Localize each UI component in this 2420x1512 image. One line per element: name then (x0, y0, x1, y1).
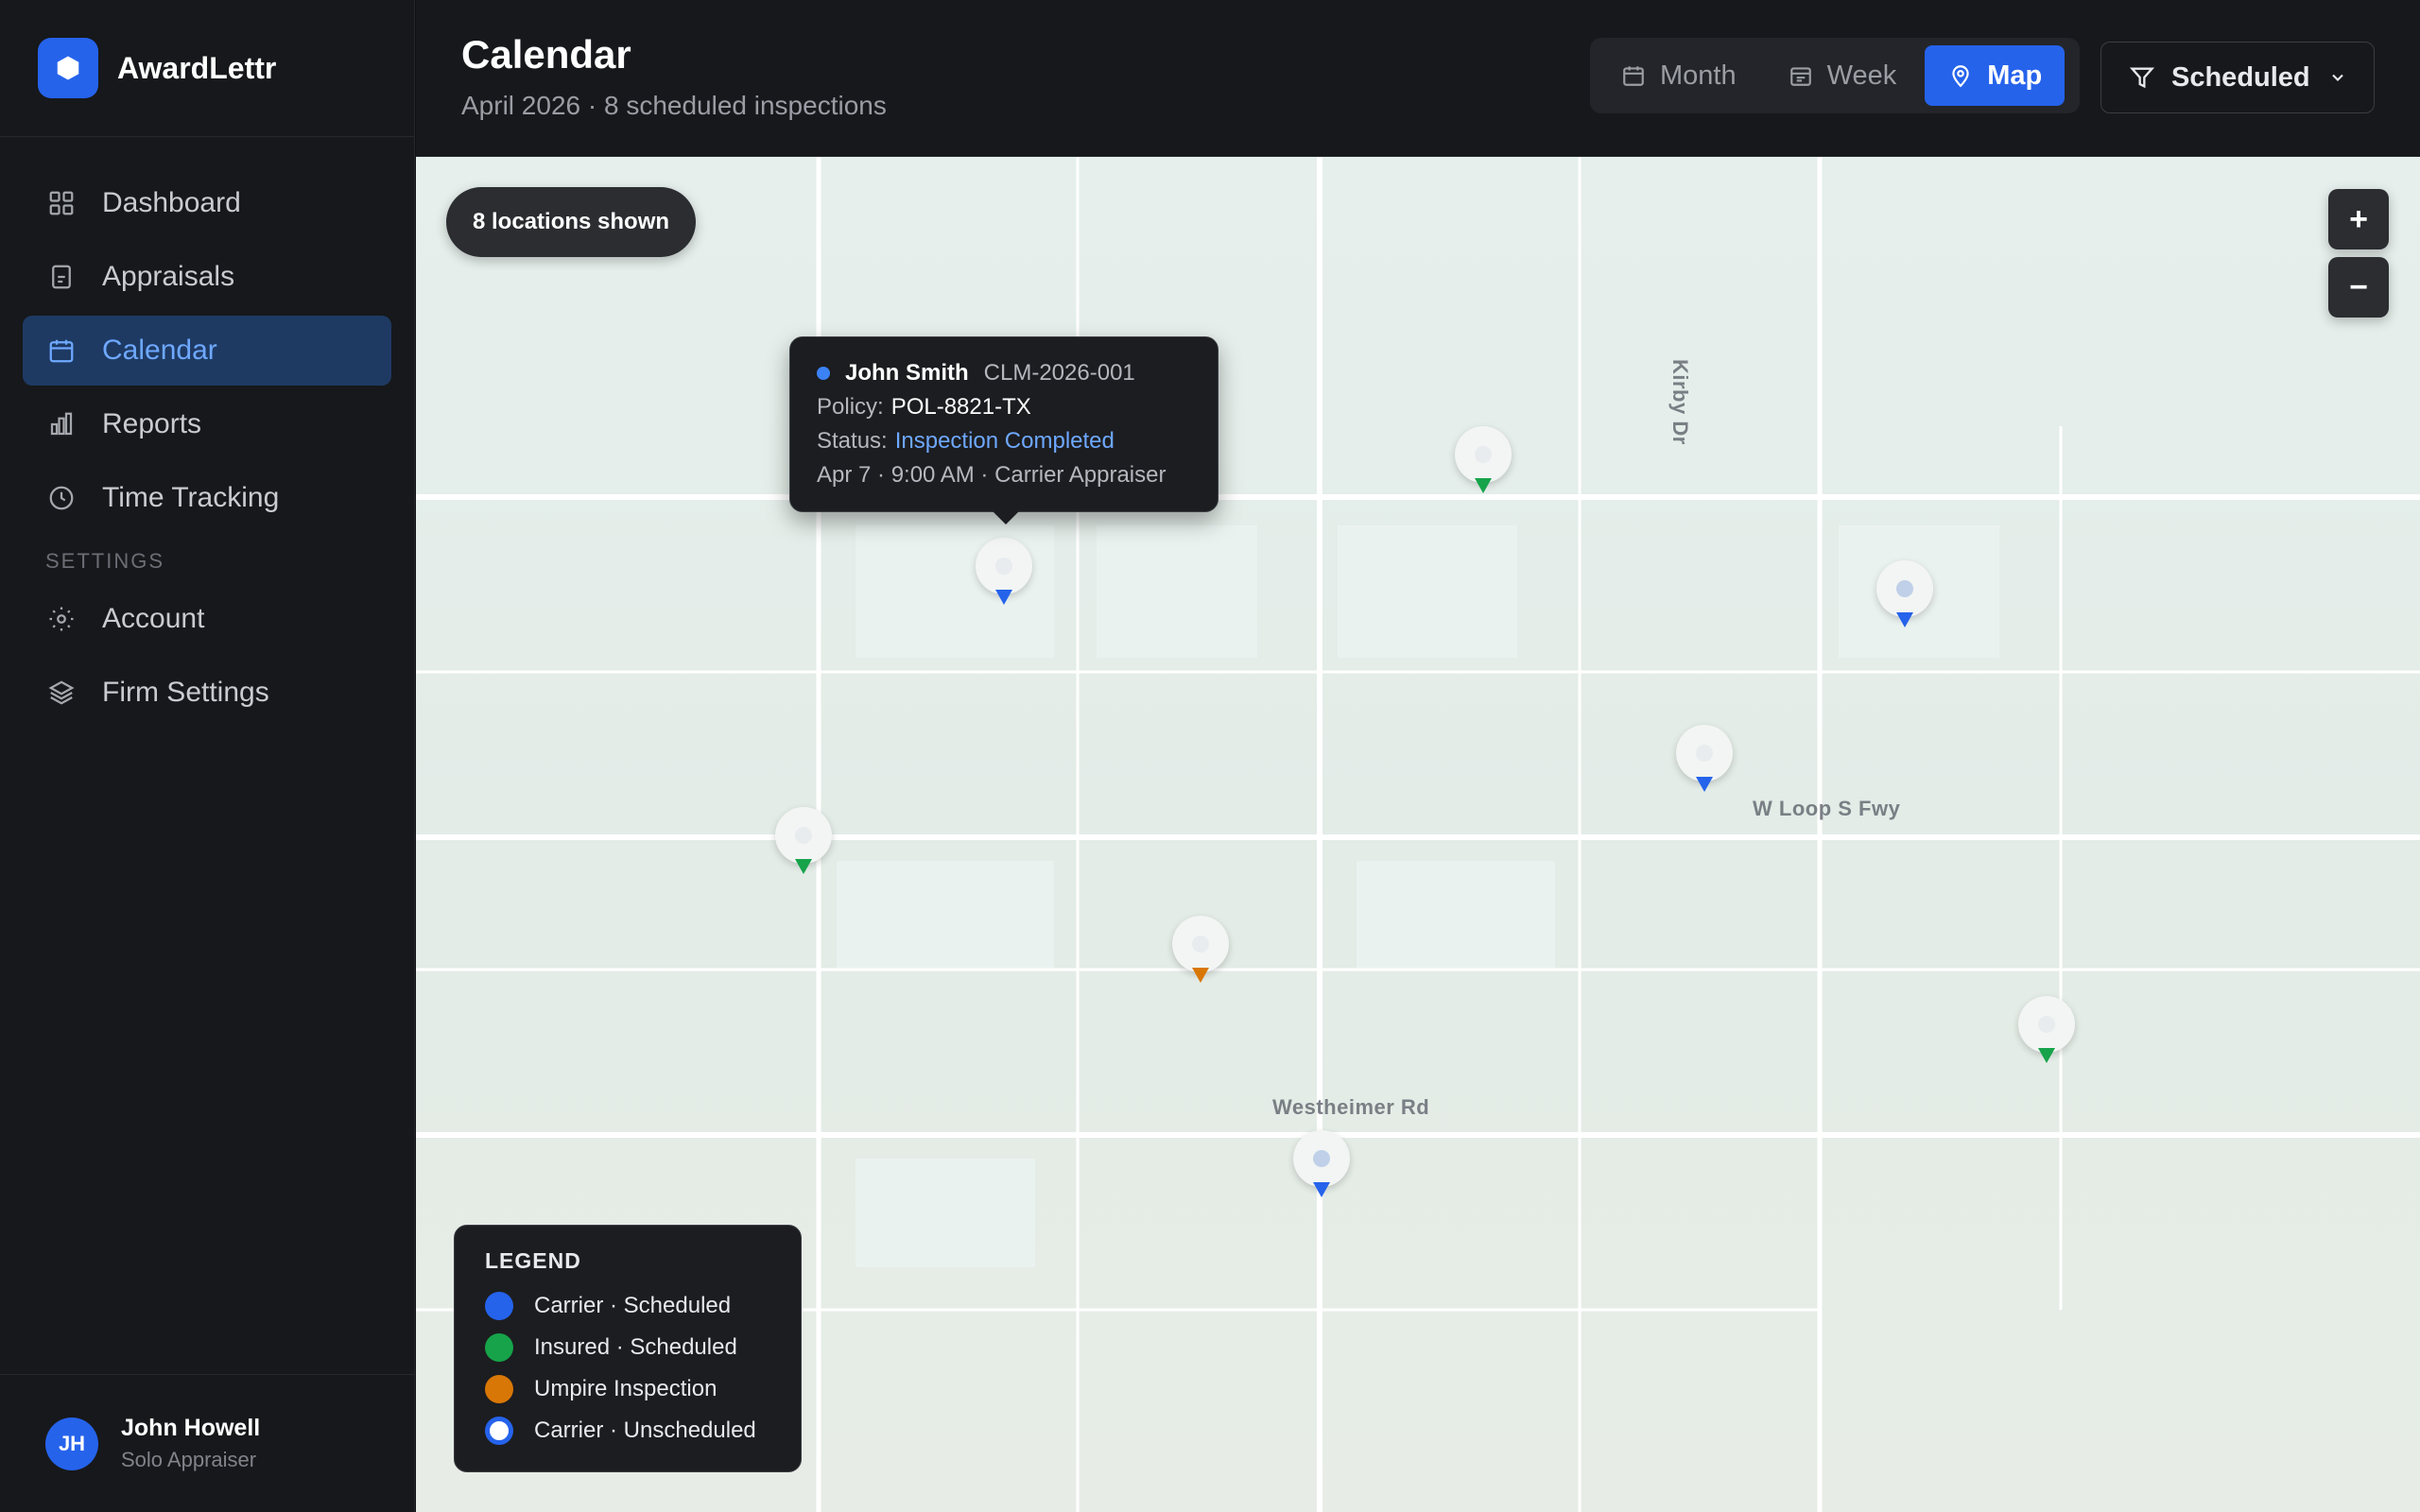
sidebar-item-label: Firm Settings (102, 677, 269, 708)
calendar-icon (1620, 62, 1647, 89)
legend-label: Umpire Inspection (534, 1376, 717, 1401)
sidebar-item-account[interactable]: Account (23, 584, 391, 654)
brand-name: AwardLettr (117, 50, 277, 85)
filter-icon (2128, 63, 2156, 92)
view-toggle: Month Week Map (1590, 38, 2080, 113)
road-label-w-loop: W Loop S Fwy (1753, 797, 1901, 820)
clock-icon (45, 482, 78, 514)
brand-logo-icon (38, 38, 98, 98)
calendar-icon (45, 335, 78, 367)
sidebar: AwardLettr Dashboard Appraisals Calendar… (0, 0, 415, 1512)
view-week-button[interactable]: Week (1765, 45, 1920, 106)
map-block (837, 861, 1054, 970)
legend-item-umpire-inspection: Umpire Inspection (485, 1368, 770, 1410)
tooltip-policy: POL-8821-TX (890, 394, 1031, 420)
sidebar-item-label: Dashboard (102, 187, 241, 218)
tooltip-status-label: Status: (817, 428, 888, 454)
zoom-out-button[interactable]: − (2328, 257, 2389, 318)
sidebar-item-dashboard[interactable]: Dashboard (23, 168, 391, 238)
map-block (1357, 861, 1555, 970)
zoom-in-button[interactable]: + (2328, 189, 2389, 249)
map-legend: LEGEND Carrier · Scheduled Insured · Sch… (454, 1225, 802, 1472)
legend-item-insured-scheduled: Insured · Scheduled (485, 1327, 770, 1368)
map-pin-umpire-inspection[interactable] (1172, 916, 1229, 991)
legend-label: Carrier · Scheduled (534, 1293, 732, 1318)
map-block (1338, 525, 1517, 658)
brand[interactable]: AwardLettr (0, 0, 415, 137)
view-map-button[interactable]: Map (1925, 45, 2066, 106)
map-block (856, 1159, 1035, 1267)
filter-label: Scheduled (2171, 61, 2310, 93)
chevron-down-icon (2327, 67, 2348, 88)
settings-heading: SETTINGS (45, 549, 165, 573)
map-pin-carrier-scheduled[interactable] (1876, 560, 1933, 636)
user-name: John Howell (121, 1415, 261, 1441)
legend-item-carrier-unscheduled: Carrier · Unscheduled (485, 1410, 770, 1452)
page-title: Calendar (461, 32, 631, 77)
user-profile[interactable]: JH John Howell Solo Appraiser (0, 1374, 415, 1512)
tooltip-status[interactable]: Inspection Completed (894, 428, 1115, 454)
sidebar-item-label: Calendar (102, 335, 217, 366)
user-role: Solo Appraiser (121, 1448, 257, 1471)
legend-swatch (485, 1417, 513, 1445)
tooltip-details: Apr 7 · 9:00 AM · Carrier Appraiser (817, 462, 1167, 488)
view-month-button[interactable]: Month (1598, 45, 1759, 106)
legend-swatch (485, 1375, 513, 1403)
sidebar-item-firm-settings[interactable]: Firm Settings (23, 658, 391, 728)
sidebar-item-calendar[interactable]: Calendar (23, 316, 391, 386)
pin-tooltip: John Smith CLM-2026-001 Policy: POL-8821… (789, 336, 1219, 524)
legend-title: LEGEND (485, 1248, 581, 1273)
legend-label: Insured · Scheduled (534, 1334, 737, 1360)
map-pin-carrier-scheduled[interactable] (1293, 1130, 1350, 1206)
status-dot-icon (817, 367, 830, 380)
sidebar-item-label: Appraisals (102, 261, 235, 292)
sidebar-item-label: Account (102, 603, 205, 634)
page-subtitle: April 2026 · 8 scheduled inspections (461, 91, 887, 120)
map-pin-carrier-scheduled-selected[interactable] (976, 538, 1032, 613)
status-filter-dropdown[interactable]: Scheduled (2100, 42, 2375, 113)
avatar: JH (45, 1417, 98, 1470)
map-pin-icon (1947, 62, 1974, 89)
sidebar-item-label: Reports (102, 408, 202, 439)
grid-icon (45, 187, 78, 219)
document-icon (45, 261, 78, 293)
legend-item-carrier-scheduled: Carrier · Scheduled (485, 1285, 770, 1327)
sun-icon (45, 603, 78, 635)
tooltip-claim: CLM-2026-001 (983, 360, 1135, 386)
map-pin-carrier-scheduled[interactable] (1676, 725, 1733, 800)
bar-chart-icon (45, 408, 78, 440)
legend-swatch (485, 1333, 513, 1362)
sidebar-item-appraisals[interactable]: Appraisals (23, 242, 391, 312)
locations-count-badge: 8 locations shown (446, 187, 697, 257)
legend-swatch (485, 1292, 513, 1320)
map-view[interactable]: Kirby Dr W Loop S Fwy Westheimer Rd 8 lo… (416, 157, 2420, 1512)
tooltip-policy-label: Policy: (817, 394, 884, 420)
map-pin-insured-scheduled[interactable] (1455, 426, 1512, 502)
calendar-week-icon (1788, 62, 1814, 89)
view-month-label: Month (1660, 60, 1737, 91)
road-label-kirby: Kirby Dr (1668, 359, 1692, 445)
page-header: Calendar April 2026 · 8 scheduled inspec… (416, 0, 2420, 157)
sidebar-item-time-tracking[interactable]: Time Tracking (23, 463, 391, 533)
map-block (1097, 525, 1257, 658)
view-map-label: Map (1987, 60, 2043, 91)
view-week-label: Week (1826, 60, 1897, 91)
legend-label: Carrier · Unscheduled (534, 1418, 756, 1443)
sidebar-nav: Dashboard Appraisals Calendar Reports Ti… (23, 168, 391, 731)
sidebar-item-label: Time Tracking (102, 482, 280, 513)
map-pin-insured-scheduled[interactable] (2018, 996, 2075, 1072)
layers-icon (45, 677, 78, 709)
road-label-westheimer: Westheimer Rd (1272, 1095, 1430, 1119)
map-pin-insured-scheduled[interactable] (775, 807, 832, 883)
tooltip-name: John Smith (845, 360, 969, 386)
sidebar-item-reports[interactable]: Reports (23, 389, 391, 459)
